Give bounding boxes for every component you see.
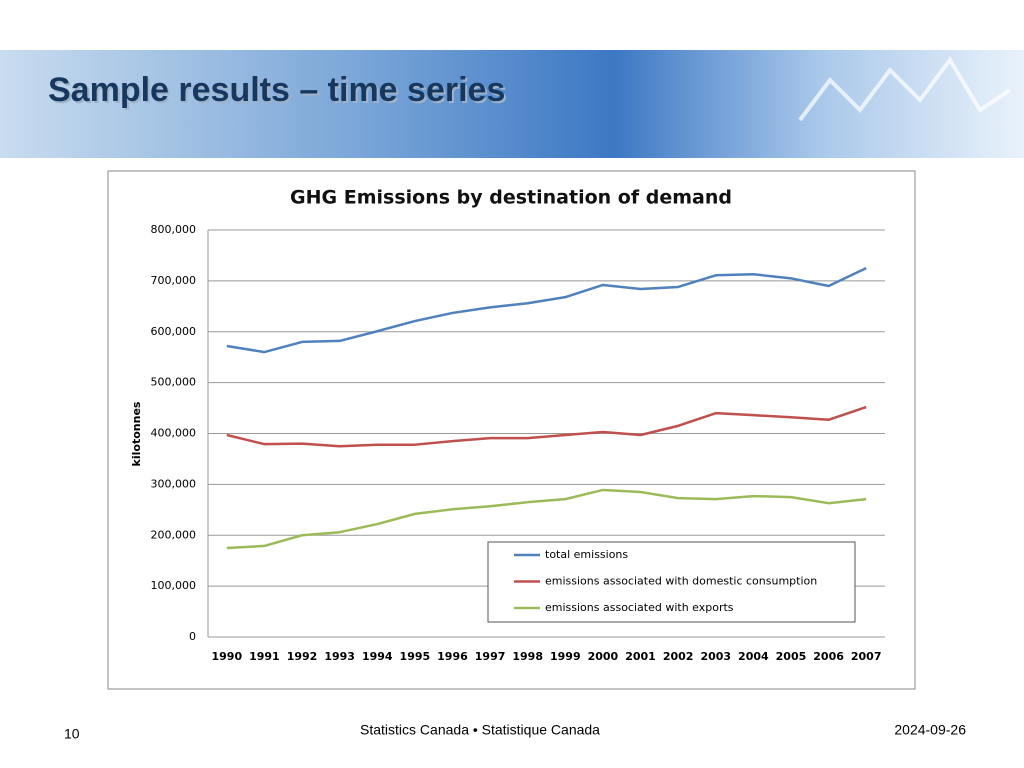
series-line (226, 405, 867, 448)
x-tick-label: 2002 (663, 650, 694, 663)
legend-box (487, 541, 856, 623)
date: 2024-09-26 (894, 722, 966, 738)
x-tick-label: 2001 (625, 650, 656, 663)
x-tick-label: 1997 (475, 650, 506, 663)
y-tick-label: 0 (189, 630, 196, 643)
y-tick-label: 300,000 (151, 477, 197, 490)
x-tick-label: 1999 (550, 650, 581, 663)
x-tick-label: 2005 (776, 650, 807, 663)
legend-label: total emissions (545, 548, 628, 561)
x-tick-label: 2007 (851, 650, 882, 663)
legend-label: emissions associated with exports (545, 601, 734, 614)
x-tick-label: 1996 (437, 650, 468, 663)
title-shadow: Sample results – time series (50, 73, 507, 111)
banner-decor (798, 56, 1012, 122)
x-tick-label: 1991 (249, 650, 280, 663)
x-tick-label: 1995 (400, 650, 431, 663)
y-tick-label: 600,000 (151, 325, 197, 338)
x-tick-label: 1992 (287, 650, 318, 663)
y-tick-label: 200,000 (151, 528, 197, 541)
y-tick-label: 500,000 (151, 376, 197, 389)
y-axis-label: kilotonnes (130, 401, 143, 466)
x-tick-label: 1994 (362, 650, 393, 663)
series-line (226, 488, 867, 550)
footer: Statistics Canada • Statistique Canada (360, 722, 600, 738)
page-number: 10 (64, 726, 80, 742)
y-tick-label: 400,000 (151, 427, 197, 440)
x-tick-label: 2004 (738, 650, 769, 663)
x-tick-label: 2006 (813, 650, 844, 663)
slide-title: Sample results – time series (48, 71, 505, 109)
x-tick-label: 1998 (512, 650, 543, 663)
legend-label: emissions associated with domestic consu… (545, 575, 817, 588)
chart-title: GHG Emissions by destination of demand (290, 187, 732, 209)
y-tick-label: 800,000 (151, 223, 197, 236)
y-tick-label: 700,000 (151, 274, 197, 287)
x-tick-label: 1990 (211, 650, 242, 663)
x-tick-label: 1993 (324, 650, 355, 663)
x-tick-label: 2003 (700, 650, 731, 663)
series-line (226, 267, 867, 354)
x-tick-label: 2000 (588, 650, 619, 663)
y-tick-label: 100,000 (151, 579, 197, 592)
